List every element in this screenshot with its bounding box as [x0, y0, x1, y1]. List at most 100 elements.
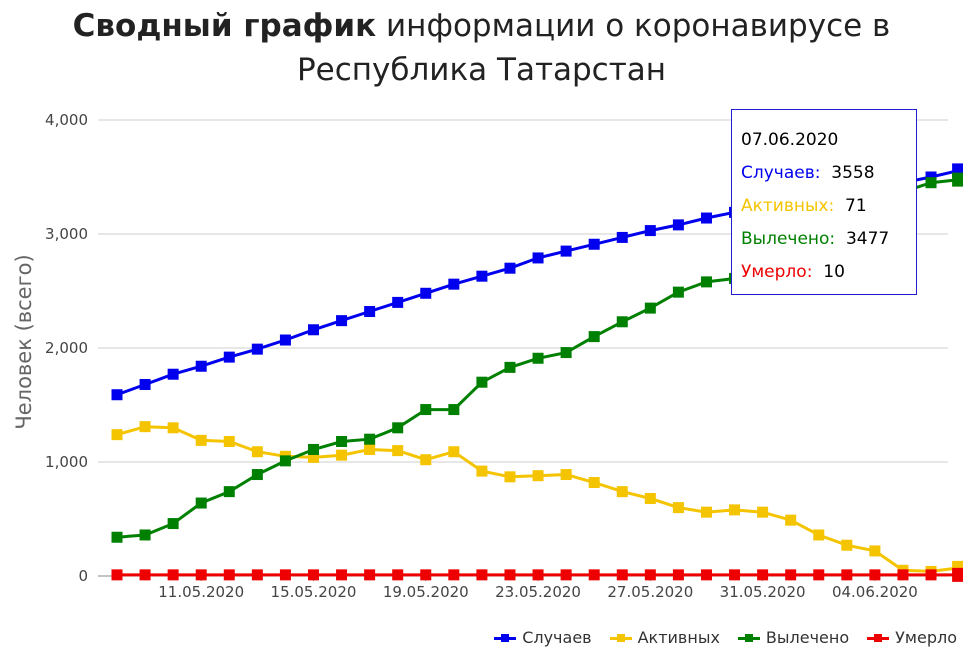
- x-tick-label: 04.06.2020: [832, 583, 918, 601]
- series-point-2: [111, 531, 123, 543]
- legend-label-active: Активных: [637, 628, 720, 647]
- series-point-2: [307, 443, 319, 455]
- tooltip: 07.06.2020 Случаев: 3558 Активных: 71 Вы…: [731, 109, 917, 295]
- x-tick-label: 19.05.2020: [383, 583, 469, 601]
- series-point-3: [757, 569, 769, 581]
- x-tick-label: 11.05.2020: [158, 583, 244, 601]
- series-point-1: [364, 443, 376, 455]
- series-point-0: [364, 306, 376, 318]
- series-point-0: [420, 287, 432, 299]
- series-point-2: [588, 331, 600, 343]
- series-point-3: [307, 569, 319, 581]
- series-point-3: [672, 569, 684, 581]
- series-point-1: [392, 445, 404, 457]
- series-point-1: [588, 477, 600, 489]
- tooltip-value-cases: 3558: [831, 163, 875, 183]
- legend-swatch-deaths: [867, 633, 890, 643]
- series-point-2: [420, 404, 432, 416]
- legend-item-deaths[interactable]: Умерло: [867, 628, 957, 647]
- series-point-0: [336, 315, 348, 327]
- y-axis-label: Человек (всего): [12, 254, 36, 429]
- tooltip-label-recovered: Вылечено:: [741, 229, 836, 249]
- series-point-1: [476, 465, 488, 477]
- y-tick-label: 1,000: [45, 453, 88, 471]
- series-point-3: [841, 569, 853, 581]
- tooltip-row-cases: Случаев: 3558: [741, 157, 906, 190]
- x-tick-label: 23.05.2020: [495, 583, 581, 601]
- series-point-2: [504, 361, 516, 373]
- series-point-2: [251, 469, 263, 481]
- series-point-0: [448, 278, 460, 290]
- series-point-3: [392, 569, 404, 581]
- series-point-1: [504, 471, 516, 483]
- series-point-3: [700, 569, 712, 581]
- series-point-2: [167, 518, 179, 530]
- tooltip-row-recovered: Вылечено: 3477: [741, 223, 906, 256]
- series-point-0: [532, 252, 544, 264]
- legend-item-recovered[interactable]: Вылечено: [737, 628, 850, 647]
- tooltip-value-active: 71: [845, 196, 867, 216]
- series-point-2: [364, 433, 376, 445]
- series-point-1: [532, 470, 544, 482]
- series-point-1: [420, 454, 432, 466]
- series-point-3: [869, 569, 881, 581]
- series-point-3: [504, 569, 516, 581]
- series-point-0: [588, 238, 600, 250]
- series-point-3: [336, 569, 348, 581]
- series-point-2: [336, 435, 348, 447]
- series-point-2: [532, 352, 544, 364]
- y-tick-label: 0: [78, 567, 88, 585]
- legend-item-active[interactable]: Активных: [609, 628, 720, 647]
- legend-label-recovered: Вылечено: [765, 628, 850, 647]
- series-point-1: [841, 539, 853, 551]
- legend-item-cases[interactable]: Случаев: [494, 628, 592, 647]
- legend-label-cases: Случаев: [522, 628, 592, 647]
- series-point-0: [195, 360, 207, 372]
- series-point-0: [392, 296, 404, 308]
- series-point-1: [729, 504, 741, 516]
- series-point-1: [757, 506, 769, 518]
- tooltip-date: 07.06.2020: [741, 130, 839, 150]
- tooltip-value-recovered: 3477: [845, 229, 890, 249]
- legend-label-deaths: Умерло: [895, 628, 957, 647]
- series-point-0: [616, 231, 628, 243]
- series-point-1: [616, 486, 628, 498]
- series-point-3: [532, 569, 544, 581]
- series-point-0: [476, 270, 488, 282]
- series-point-1: [336, 449, 348, 461]
- series-point-3: [952, 567, 963, 582]
- series-point-1: [785, 514, 797, 526]
- series-point-0: [700, 212, 712, 224]
- series-point-1: [195, 434, 207, 446]
- series-point-1: [307, 451, 319, 463]
- x-tick-label: 31.05.2020: [720, 583, 806, 601]
- chart-title: Сводный график информации о коронавирусе…: [0, 4, 963, 92]
- series-point-3: [139, 569, 151, 581]
- chart-title-bold: Сводный график: [72, 8, 377, 44]
- tooltip-label-deaths: Умерло:: [741, 262, 813, 282]
- series-point-0: [560, 245, 572, 257]
- legend-swatch-cases: [494, 633, 517, 643]
- series-point-1: [111, 429, 123, 441]
- legend-swatch-recovered: [737, 633, 760, 643]
- series-point-0: [672, 219, 684, 231]
- series-point-3: [785, 569, 797, 581]
- series-point-3: [448, 569, 460, 581]
- series-point-2: [700, 276, 712, 288]
- series-point-3: [279, 569, 291, 581]
- series-point-2: [139, 529, 151, 541]
- series-point-0: [139, 378, 151, 390]
- series-point-2: [223, 486, 235, 498]
- series-point-1: [223, 435, 235, 447]
- series-point-1: [644, 492, 656, 504]
- series-point-2: [392, 422, 404, 434]
- series-point-1: [560, 469, 572, 481]
- series-point-3: [729, 569, 741, 581]
- series-point-3: [560, 569, 572, 581]
- series-point-2: [476, 376, 488, 388]
- series-point-3: [364, 569, 376, 581]
- series-point-0: [925, 171, 937, 183]
- series-point-3: [897, 569, 909, 581]
- series-point-0: [251, 343, 263, 355]
- series-point-3: [111, 569, 123, 581]
